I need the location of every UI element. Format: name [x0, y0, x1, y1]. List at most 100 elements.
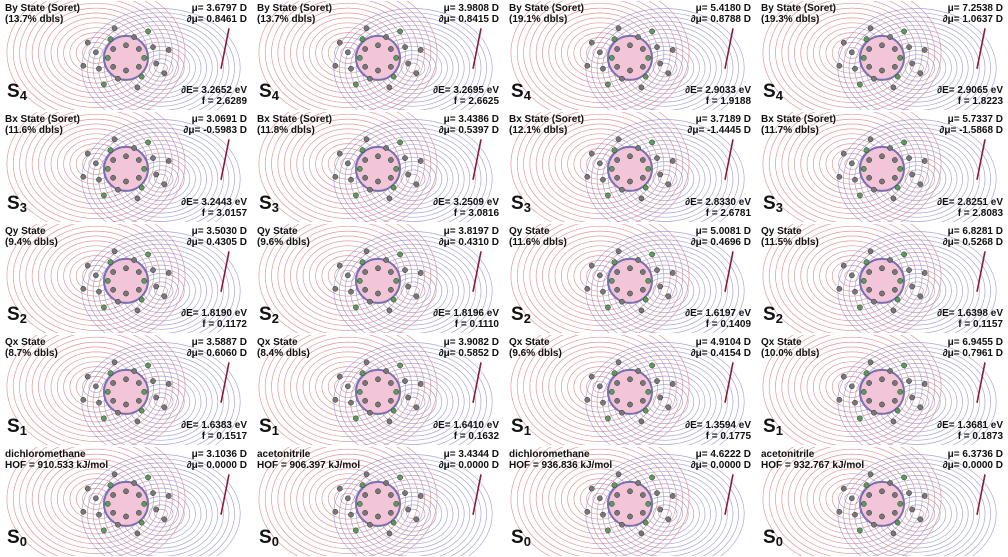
atom — [658, 172, 663, 177]
atom — [363, 269, 368, 274]
atom — [879, 68, 884, 73]
panel-title: Qy State — [257, 226, 298, 237]
atom — [388, 46, 393, 51]
atom — [391, 74, 396, 79]
dipole-change: ∂μ= 0.4305 D — [187, 237, 247, 248]
atom — [906, 379, 911, 384]
state-label: S1 — [7, 417, 27, 441]
oscillator-strength: f = 0.1172 — [202, 319, 247, 330]
atom — [363, 176, 368, 181]
atom — [142, 389, 147, 394]
state-letter: S — [7, 193, 20, 214]
panel: Qy State(9.4% dbls)μ= 3.5030 D∂μ= 0.4305… — [1, 224, 251, 333]
atom — [643, 408, 648, 413]
oscillator-strength: f = 0.1409 — [706, 319, 751, 330]
atom — [852, 289, 857, 294]
state-label: S3 — [511, 194, 531, 218]
atom — [375, 488, 380, 493]
atom — [868, 471, 873, 476]
atom — [363, 398, 368, 403]
atom — [387, 196, 392, 201]
dipole-moment: μ= 3.9082 D — [444, 337, 499, 348]
state-label: S0 — [7, 528, 27, 552]
oscillator-strength: f = 1.8223 — [958, 96, 1003, 107]
panel-subtitle: HOF = 936.836 kJ/mol — [509, 460, 612, 471]
dipole-moment: μ= 3.5887 D — [192, 337, 247, 348]
atom — [162, 71, 167, 76]
atom — [857, 82, 862, 87]
atom — [857, 416, 862, 421]
dipole-arrow — [221, 28, 229, 68]
atom — [658, 506, 663, 511]
panel: By State (Soret)(13.7% dbls)μ= 3.9808 D∂… — [253, 1, 503, 110]
atom — [849, 272, 854, 277]
atom — [363, 510, 368, 515]
atom — [85, 486, 90, 491]
atom — [353, 305, 358, 310]
atom — [609, 389, 614, 394]
atom — [337, 40, 342, 45]
atom — [879, 291, 884, 296]
dipole-moment: μ= 7.2538 D — [948, 3, 1003, 14]
atom — [609, 278, 614, 283]
oscillator-strength: f = 0.1632 — [454, 431, 499, 442]
atom — [585, 286, 590, 291]
atom — [96, 289, 101, 294]
atom — [658, 284, 663, 289]
atom — [837, 509, 842, 514]
atom — [600, 289, 605, 294]
excitation-energy: ∂E= 2.8330 eV — [685, 197, 751, 208]
atom — [363, 46, 368, 51]
dipole-change: ∂μ= 0.0000 D — [691, 460, 751, 471]
atom — [922, 382, 927, 387]
atom — [96, 512, 101, 517]
atom — [112, 249, 117, 254]
atom — [589, 40, 594, 45]
atom — [898, 501, 903, 506]
panel-title: Qx State — [257, 337, 298, 348]
oscillator-strength: f = 3.0157 — [202, 208, 247, 219]
atom — [108, 482, 113, 487]
atom — [150, 267, 155, 272]
state-label: S0 — [511, 528, 531, 552]
atom — [162, 405, 167, 410]
atom — [619, 410, 624, 415]
atom — [360, 148, 365, 153]
atom — [146, 474, 151, 479]
atom — [616, 137, 621, 142]
atom — [418, 270, 423, 275]
state-letter: S — [763, 416, 776, 437]
atom — [867, 287, 872, 292]
state-letter: S — [511, 304, 524, 325]
atom — [841, 151, 846, 156]
atom — [654, 44, 659, 49]
atom — [615, 492, 620, 497]
atom — [852, 512, 857, 517]
atom — [364, 26, 369, 31]
atom — [154, 395, 159, 400]
state-index: 3 — [524, 200, 531, 215]
dipole-arrow — [725, 474, 733, 514]
atom — [364, 471, 369, 476]
atom — [353, 527, 358, 532]
atom — [615, 287, 620, 292]
dipole-arrow — [977, 474, 985, 514]
atom — [640, 176, 645, 181]
atom — [879, 154, 884, 159]
panel-title: acetonitrile — [257, 449, 310, 460]
atom — [666, 516, 671, 521]
atom — [150, 44, 155, 49]
oscillator-strength: f = 0.1873 — [958, 431, 1003, 442]
atom — [841, 374, 846, 379]
atom — [131, 480, 136, 485]
atom — [918, 293, 923, 298]
panel-subtitle: (11.7% dbls) — [761, 125, 819, 136]
panel-title: Bx State (Soret) — [257, 114, 332, 125]
atom — [387, 530, 392, 535]
dipole-arrow — [221, 251, 229, 291]
panel: Bx State (Soret)(11.6% dbls)μ= 3.0691 D∂… — [1, 112, 251, 221]
atom — [616, 360, 621, 365]
panel-subtitle: (12.1% dbls) — [509, 125, 567, 136]
state-label: S4 — [511, 82, 531, 106]
atom — [105, 501, 110, 506]
